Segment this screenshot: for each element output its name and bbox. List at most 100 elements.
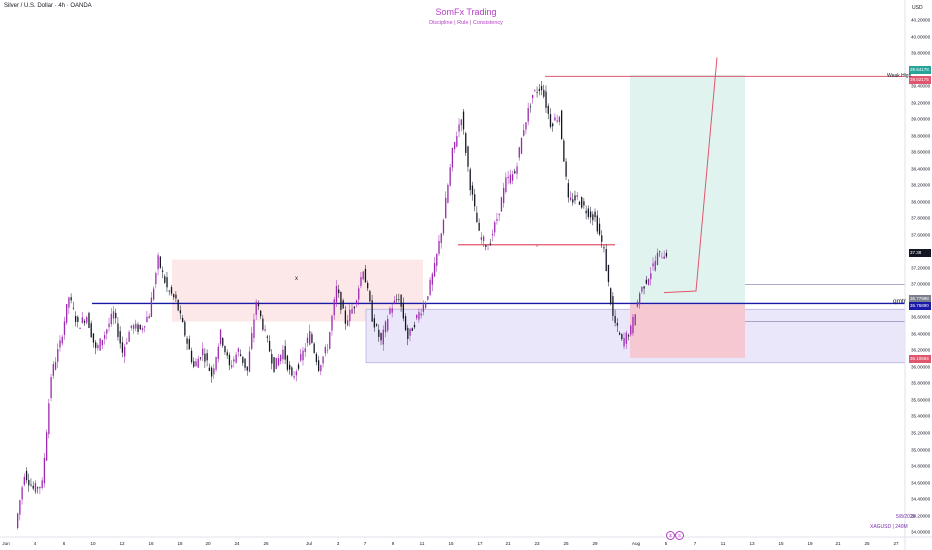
candle-body	[346, 320, 349, 326]
candle-body	[639, 293, 641, 305]
candle-body	[563, 140, 565, 162]
candle-body	[34, 483, 37, 493]
candle-body	[239, 354, 242, 357]
candle-body	[260, 310, 262, 317]
candle-body	[141, 328, 144, 330]
x-tick-label: 11	[419, 541, 425, 546]
earnings-icon[interactable]: S	[675, 531, 684, 540]
candle-body	[665, 252, 668, 257]
y-tick-label: 38.20000	[911, 182, 931, 188]
x-tick-label: 7	[363, 541, 367, 546]
candle-body	[436, 253, 438, 266]
candle-body	[57, 349, 59, 362]
candle-body	[616, 323, 619, 326]
candle-body	[43, 457, 46, 484]
x-tick-label: 25	[864, 541, 870, 546]
liquidity-x-label: x	[536, 243, 539, 249]
candle-body	[266, 336, 268, 338]
price-tag-current: 37.38	[909, 249, 931, 258]
candle-body	[654, 260, 656, 271]
x-tick-label: 23	[534, 541, 540, 546]
candle-body	[157, 255, 159, 270]
candle-body	[37, 487, 39, 489]
y-tick-label: 35.00000	[911, 447, 931, 452]
candle-body	[173, 294, 175, 298]
candle-body	[462, 111, 465, 130]
y-tick-label: 39.80000	[911, 50, 931, 56]
y-tick-label: 37.80000	[911, 215, 931, 221]
candle-body	[554, 117, 556, 121]
candle-body	[59, 340, 61, 348]
y-tick-label: 40.20000	[911, 17, 931, 23]
candle-body	[90, 323, 92, 338]
candle-body	[496, 219, 498, 221]
candle-body	[429, 279, 431, 295]
candle-body	[585, 210, 587, 214]
candle-body	[460, 119, 462, 126]
candle-body	[23, 476, 25, 485]
candle-body	[66, 304, 68, 323]
candle-body	[300, 353, 302, 361]
candle-body	[344, 310, 347, 324]
candle-body	[445, 197, 447, 219]
x-tick-label: Jun	[2, 541, 10, 546]
candle-body	[184, 321, 186, 336]
candle-body	[511, 174, 514, 181]
price-tag-tp-upper: 39.54178	[909, 65, 931, 74]
candle-body	[77, 316, 79, 323]
candle-body	[451, 147, 454, 168]
candle-body	[204, 353, 206, 362]
candle-body	[525, 122, 527, 130]
candle-body	[536, 92, 538, 94]
candle-body	[494, 222, 496, 233]
candle-body	[393, 300, 396, 304]
candle-body	[424, 303, 427, 308]
price-tag-tp-lower: 39.52175	[909, 75, 931, 84]
candle-body	[360, 277, 362, 286]
x-tick-label: 17	[477, 541, 483, 546]
legend-ticker: XAGUSD | 240M	[870, 524, 908, 530]
candle-body	[21, 487, 23, 500]
candle-body	[324, 346, 326, 354]
candle-body	[199, 357, 202, 359]
y-tick-label: 38.60000	[911, 149, 931, 155]
candle-body	[106, 329, 108, 334]
candle-body	[498, 213, 500, 215]
candle-body	[507, 176, 509, 179]
x-tick-label: 24	[234, 541, 240, 546]
profit-zone	[630, 74, 745, 305]
candle-body	[159, 256, 161, 268]
candle-body	[99, 338, 101, 351]
candle-body	[650, 273, 652, 280]
candle-body	[558, 116, 561, 123]
candle-body	[280, 354, 282, 362]
x-tick-label: 6	[62, 541, 66, 546]
candle-body	[523, 130, 525, 136]
candle-body	[656, 252, 659, 265]
candle-body	[380, 333, 382, 341]
candle-body	[351, 308, 353, 314]
candle-body	[652, 263, 654, 267]
candle-body	[612, 296, 614, 316]
candle-body	[79, 327, 81, 329]
candle-body	[338, 289, 340, 294]
candle-body	[117, 323, 119, 337]
y-tick-label: 36.00000	[911, 364, 931, 370]
events-icon[interactable]: $	[666, 531, 675, 540]
price-tag-entry: 36.75890	[909, 301, 931, 310]
candle-body	[63, 321, 66, 335]
candle-body	[193, 361, 195, 367]
candle-body	[427, 296, 429, 300]
candle-body	[179, 310, 182, 314]
candle-body	[86, 317, 88, 323]
x-tick-label: 11	[720, 541, 726, 546]
candle-body	[275, 357, 277, 369]
candle-body	[369, 291, 371, 302]
candle-body	[317, 360, 320, 371]
x-tick-label: 16	[148, 541, 154, 546]
candle-body	[121, 342, 124, 353]
x-tick-label: 15	[448, 541, 454, 546]
x-tick-label: 26	[263, 541, 269, 546]
candle-body	[400, 294, 402, 307]
